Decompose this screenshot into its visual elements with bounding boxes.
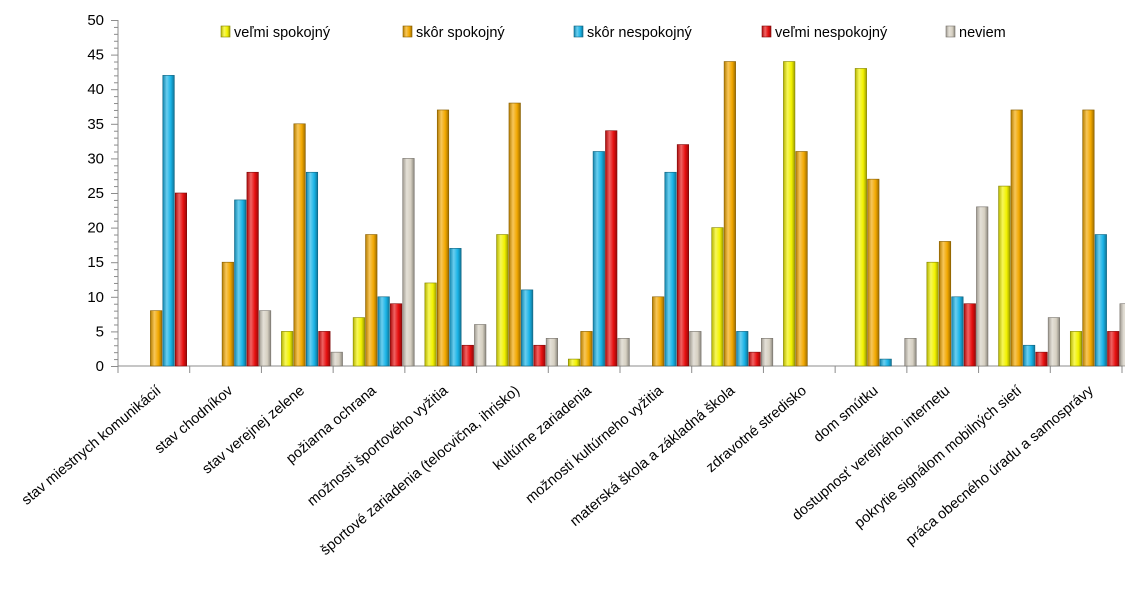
y-tick-label: 20: [87, 220, 104, 237]
bar: [998, 185, 1011, 367]
bar: [689, 331, 702, 367]
bar: [976, 206, 989, 367]
bar: [664, 171, 677, 367]
bar: [281, 331, 294, 367]
bar: [293, 123, 306, 367]
legend-label: skôr nespokojný: [587, 25, 693, 41]
bar: [521, 289, 534, 367]
legend: veľmi spokojný skôr spokojný skôr nespokoj…: [220, 25, 1006, 41]
bar: [951, 296, 964, 367]
bar: [162, 75, 175, 367]
bar: [926, 261, 939, 367]
x-category-label: dom smútku: [811, 383, 882, 446]
bar: [390, 303, 403, 367]
bar: [1010, 109, 1023, 367]
bar: [1035, 351, 1048, 367]
bar: [436, 109, 450, 367]
bar: [783, 61, 796, 367]
x-category-label: možnosti kultúrneho vyžitia: [523, 382, 667, 507]
bar: [736, 331, 749, 367]
bar: [424, 282, 437, 367]
bar: [795, 151, 808, 367]
y-tick-label: 30: [87, 150, 104, 167]
legend-swatch: [573, 25, 584, 38]
bars: [150, 61, 1125, 367]
bar: [449, 248, 462, 367]
bar: [545, 338, 558, 367]
bar: [1094, 234, 1107, 367]
legend-label: veľmi nespokojný: [775, 25, 888, 41]
y-tick-label: 0: [96, 358, 104, 375]
bar: [711, 227, 724, 367]
bar: [605, 130, 618, 367]
bar: [174, 192, 187, 367]
bar: [474, 324, 487, 367]
x-category-label: stav miestnych komunikácií: [19, 383, 164, 509]
bar: [580, 331, 593, 367]
y-tick-label: 35: [87, 116, 104, 133]
bar: [259, 310, 272, 367]
bar: [330, 351, 343, 367]
bar: [234, 199, 247, 367]
bar: [676, 144, 690, 367]
bar: [867, 178, 880, 367]
bar: [461, 344, 474, 367]
y-tick-label: 10: [87, 289, 104, 306]
bar: [246, 171, 259, 367]
legend-swatch: [402, 25, 413, 38]
bar: [221, 261, 234, 367]
bar: [1107, 331, 1120, 367]
bar: [318, 331, 331, 367]
bar: [652, 296, 665, 367]
y-tick-label: 25: [87, 185, 104, 202]
bar: [854, 68, 867, 367]
bar: [365, 234, 378, 367]
bar: [761, 338, 774, 367]
bar: [938, 241, 952, 367]
bar: [1082, 109, 1095, 367]
bar: [748, 351, 761, 367]
legend-swatch: [945, 25, 956, 38]
bar: [508, 102, 521, 367]
bar: [533, 344, 546, 367]
bar: [305, 171, 319, 367]
y-tick-label: 15: [87, 254, 104, 271]
bar: [617, 338, 630, 367]
y-tick-label: 5: [96, 323, 104, 340]
y-tick-label: 40: [87, 81, 104, 98]
bar: [496, 234, 509, 367]
bar: [150, 310, 163, 367]
legend-label: skôr spokojný: [416, 25, 505, 41]
y-tick-label: 45: [87, 47, 104, 64]
legend-label: neviem: [959, 25, 1006, 41]
bar: [402, 158, 415, 367]
bar: [1119, 303, 1125, 367]
bar: [879, 358, 892, 367]
bar: [352, 317, 365, 367]
bar: [723, 61, 736, 367]
legend-label: veľmi spokojný: [234, 25, 331, 41]
bar: [1069, 331, 1083, 367]
bar: [904, 338, 917, 367]
bar: [963, 303, 976, 367]
legend-swatch: [761, 25, 772, 38]
legend-swatch: [220, 25, 231, 38]
y-tick-label: 50: [87, 12, 104, 29]
bar: [377, 296, 390, 367]
x-category-label: možnosti športového vyžitia: [305, 382, 452, 509]
bar: [592, 151, 605, 367]
bar: [567, 358, 581, 367]
bar: [1047, 317, 1060, 367]
bar: [1023, 344, 1036, 367]
